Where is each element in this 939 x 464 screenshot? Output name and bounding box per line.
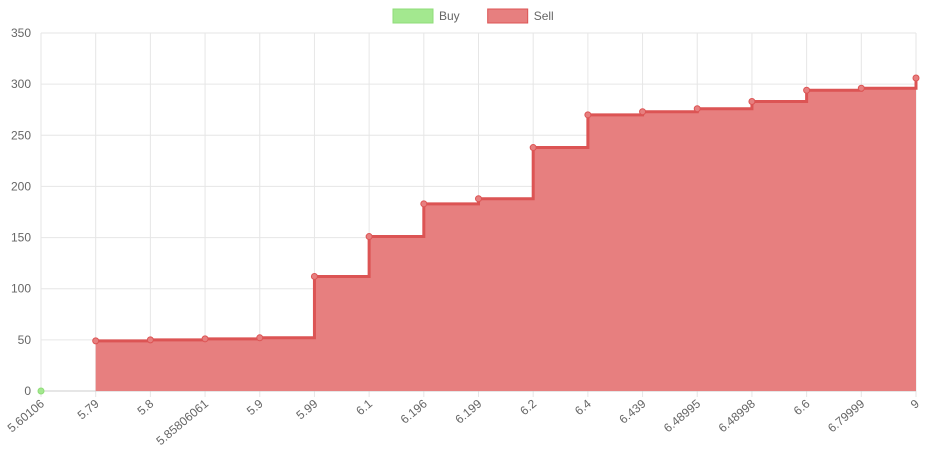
x-tick-label: 6.79999	[825, 396, 867, 435]
x-tick-label: 5.79	[75, 396, 102, 422]
legend-label: Buy	[439, 9, 460, 23]
y-tick-label: 300	[11, 77, 31, 91]
point	[310, 272, 318, 280]
point	[146, 336, 154, 344]
x-tick-label: 6.199	[452, 396, 484, 426]
point	[857, 84, 865, 92]
point	[37, 387, 45, 395]
x-tick-label: 6.196	[398, 396, 430, 426]
x-tick-label: 5.60106	[5, 396, 47, 435]
x-tick-label: 6.48998	[716, 396, 758, 435]
y-tick-label: 350	[11, 26, 31, 40]
point	[803, 86, 811, 94]
x-tick-label: 6.1	[353, 396, 375, 418]
y-tick-label: 100	[11, 282, 31, 296]
y-tick-label: 50	[18, 333, 32, 347]
point	[693, 105, 701, 113]
point	[256, 334, 264, 342]
x-tick-label: 6.4	[572, 396, 594, 418]
point	[475, 195, 482, 203]
legend-swatch	[487, 8, 529, 24]
area	[95, 78, 916, 392]
x-tick-label: 6.48995	[661, 396, 703, 435]
y-tick-label: 0	[24, 384, 31, 398]
x-tick-label: 5.8	[135, 396, 157, 418]
point	[365, 233, 373, 241]
y-tick-label: 150	[11, 231, 31, 245]
y-tick-label: 200	[11, 179, 31, 193]
x-tick-label: 6.6	[791, 396, 813, 418]
point	[529, 144, 537, 152]
legend-label: Sell	[534, 9, 554, 23]
point	[584, 111, 592, 119]
point	[201, 335, 209, 343]
x-tick-label: 5.85806061	[153, 396, 211, 448]
y-tick-label: 250	[11, 128, 31, 142]
point	[748, 98, 756, 106]
x-tick-label: 6.2	[517, 396, 539, 418]
point	[639, 108, 647, 116]
point	[912, 74, 920, 82]
x-tick-label: 6.439	[616, 396, 648, 426]
point	[92, 337, 100, 345]
legend-swatch	[392, 8, 434, 24]
point	[420, 200, 428, 208]
x-tick-label: 5.99	[293, 396, 320, 422]
x-tick-label: 5.9	[244, 396, 266, 418]
x-tick-label: 9	[908, 396, 922, 411]
